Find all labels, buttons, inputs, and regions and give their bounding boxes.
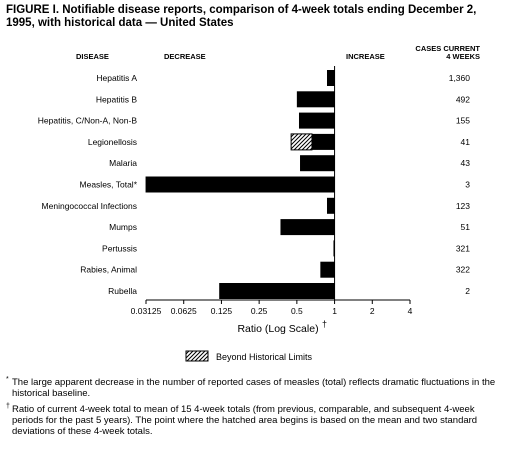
figure-title: FIGURE I. Notifiable disease reports, co…	[6, 4, 477, 29]
footnote: † Ratio of current 4-week total to mean o…	[6, 403, 506, 437]
x-tick-label: 0.5	[291, 306, 303, 316]
x-tick-label: 0.03125	[131, 306, 162, 316]
footnote-mark: *	[6, 376, 9, 383]
cases-value: 321	[456, 243, 470, 253]
bar	[145, 176, 335, 193]
category-label: Legionellosis	[88, 137, 137, 147]
x-tick-label: 1	[332, 306, 337, 316]
cases-value: 3	[465, 180, 470, 190]
cases-value: 155	[456, 116, 470, 126]
x-tick-label: 0.0625	[171, 306, 197, 316]
bar	[296, 91, 335, 108]
legend-label: Beyond Historical Limits	[216, 352, 313, 362]
footnote-mark: †	[6, 403, 10, 410]
category-label: Rubella	[108, 286, 137, 296]
bar	[333, 240, 335, 257]
bar	[280, 219, 335, 236]
footnote-text: The large apparent decrease in the numbe…	[12, 377, 496, 399]
cases-value: 41	[461, 137, 471, 147]
cases-value: 1,360	[449, 73, 471, 83]
cases-value: 123	[456, 201, 470, 211]
category-label: Hepatitis A	[96, 73, 137, 83]
bar	[326, 70, 335, 86]
decrease-header: DECREASE	[164, 52, 206, 61]
bar	[219, 283, 335, 299]
cases-value: 51	[461, 222, 471, 232]
footnote: * The large apparent decrease in the numb…	[6, 376, 506, 399]
x-axis-label-mark: †	[322, 319, 327, 329]
category-label: Rabies, Animal	[80, 265, 137, 275]
legend-hatch-swatch	[185, 350, 209, 362]
cases-value: 43	[461, 158, 471, 168]
increase-header: INCREASE	[346, 52, 385, 61]
footnote-text: Ratio of current 4-week total to mean of…	[12, 404, 478, 437]
x-tick-label: 0.125	[211, 306, 233, 316]
x-tick-label: 4	[408, 306, 413, 316]
bar	[298, 112, 335, 129]
cases-value: 492	[456, 94, 470, 104]
category-label: Pertussis	[102, 243, 137, 253]
category-label: Hepatitis B	[96, 94, 137, 104]
category-label: Meningococcal Infections	[42, 201, 137, 211]
bar	[311, 133, 335, 150]
category-label: Mumps	[109, 222, 137, 232]
category-label: Measles, Total*	[80, 180, 138, 190]
bar	[300, 155, 335, 172]
bar	[326, 197, 335, 214]
bar	[320, 261, 335, 278]
cases-value: 322	[456, 265, 470, 275]
category-label: Hepatitis, C/Non-A, Non-B	[38, 116, 138, 126]
cases-header-line2: 4 WEEKS	[446, 52, 480, 61]
x-tick-label: 0.25	[251, 306, 268, 316]
disease-column-header: DISEASE	[76, 52, 109, 61]
category-label: Malaria	[109, 158, 137, 168]
cases-header-line1: CASES CURRENT	[415, 44, 480, 53]
bar-hatched-segment	[290, 133, 313, 151]
cases-value: 2	[465, 286, 470, 296]
x-tick-label: 2	[370, 306, 375, 316]
cases-header: CASES CURRENT 4 WEEKS	[390, 45, 480, 61]
x-axis-label: Ratio (Log Scale)	[237, 323, 318, 335]
